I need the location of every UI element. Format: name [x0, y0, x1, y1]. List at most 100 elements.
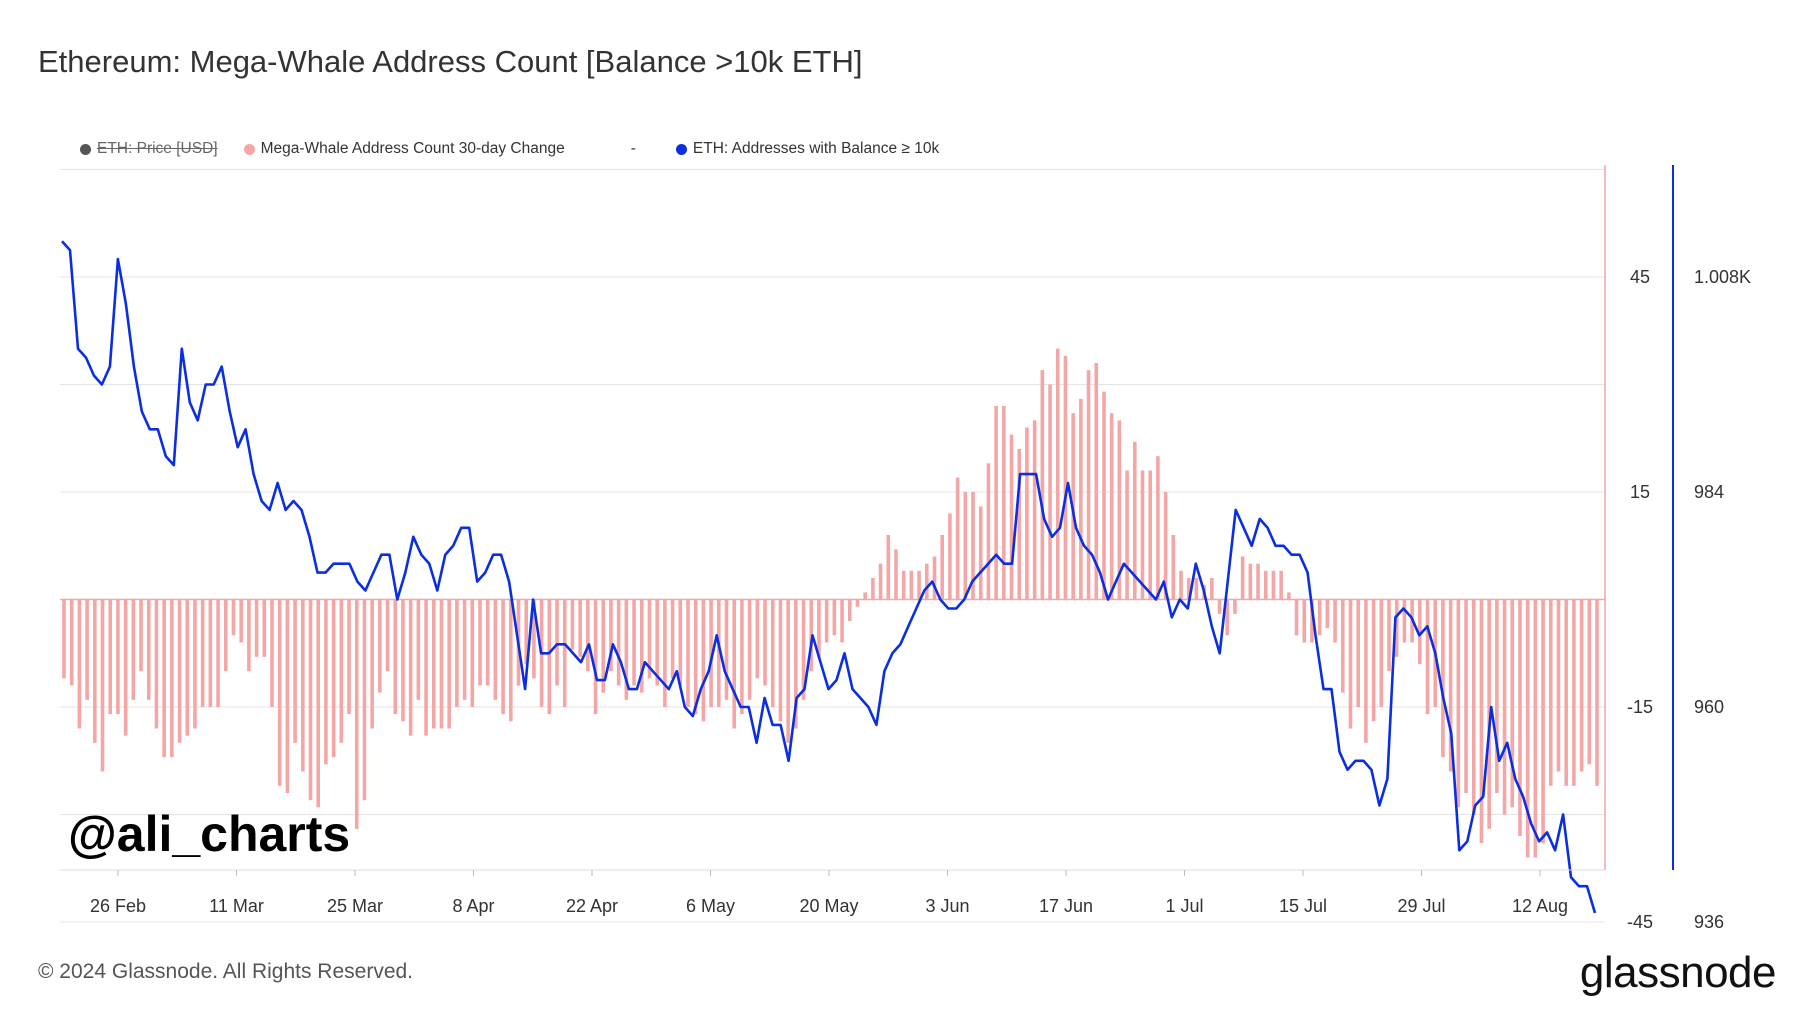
bar — [1079, 398, 1083, 600]
bar — [1009, 434, 1014, 600]
bar — [778, 599, 783, 722]
bar — [324, 599, 328, 765]
left-tick-label: -45 — [1627, 912, 1653, 932]
left-tick-label: 15 — [1630, 482, 1650, 502]
legend-item-30day-change[interactable]: Mega-Whale Address Count 30-day Change — [243, 140, 565, 158]
bar — [362, 599, 367, 801]
bar — [632, 599, 636, 686]
bar — [1317, 599, 1322, 636]
bar — [909, 570, 914, 600]
right-tick-label: 984 — [1694, 482, 1724, 502]
bar — [886, 535, 891, 600]
bar — [1441, 599, 1445, 758]
x-tick-label: 26 Feb — [90, 896, 146, 916]
bar — [817, 599, 821, 657]
bar — [1294, 599, 1299, 636]
bar — [716, 599, 721, 707]
bar — [578, 599, 582, 657]
legend-dot-eth-price — [80, 143, 91, 155]
x-tick-label: 1 Jul — [1165, 896, 1203, 916]
bar — [254, 599, 259, 657]
bar — [416, 599, 421, 700]
bar — [231, 599, 236, 636]
legend-item-eth-price[interactable]: ETH: Price [USD] — [80, 140, 218, 158]
bar — [1394, 599, 1399, 657]
bar — [1371, 599, 1376, 722]
bar — [740, 599, 744, 715]
left-tick-label: -15 — [1627, 697, 1653, 717]
bar — [794, 599, 798, 729]
bar — [77, 599, 82, 729]
bar — [262, 599, 267, 657]
bar — [1448, 599, 1453, 772]
bar — [131, 599, 136, 700]
x-tick-label: 25 Mar — [327, 896, 383, 916]
bar — [1233, 599, 1237, 614]
bar — [1356, 599, 1360, 707]
bar — [1348, 599, 1353, 729]
bar — [747, 599, 752, 700]
bar — [485, 599, 490, 686]
bar — [1171, 535, 1176, 600]
bar — [439, 599, 444, 729]
bar — [216, 599, 220, 707]
x-tick-labels: 26 Feb 11 Mar 25 Mar 8 Apr 22 Apr 6 May 20 May… — [90, 870, 1568, 916]
legend-item-addresses[interactable]: ETH: Addresses with Balance ≥ 10k — [675, 140, 939, 158]
bar — [123, 599, 128, 736]
bar — [1279, 570, 1283, 600]
bar — [308, 599, 313, 801]
bar — [62, 599, 66, 679]
bar — [994, 406, 998, 600]
bar — [331, 599, 336, 758]
bar — [408, 599, 413, 736]
bar — [1464, 599, 1468, 793]
copyright-text: © 2024 Glassnode. All Rights Reserved. — [38, 960, 414, 983]
x-tick-label: 15 Jul — [1279, 896, 1327, 916]
bar — [524, 599, 529, 664]
bar — [1240, 556, 1245, 600]
bar — [193, 599, 197, 729]
bar — [532, 599, 536, 679]
bar — [624, 599, 629, 700]
bar — [940, 535, 945, 600]
x-tick-label: 29 Jul — [1397, 896, 1445, 916]
bar — [609, 599, 613, 672]
bar — [1055, 348, 1060, 600]
bar — [393, 599, 398, 715]
bar — [1502, 599, 1507, 815]
bar — [447, 599, 451, 729]
bar — [1425, 599, 1430, 715]
bar — [863, 592, 867, 600]
bar — [871, 578, 875, 600]
bar — [547, 599, 552, 715]
bar — [1094, 363, 1099, 600]
bar — [370, 599, 374, 729]
bar — [616, 599, 621, 686]
bar — [1325, 599, 1330, 629]
bar — [1032, 420, 1037, 600]
bar — [663, 599, 667, 707]
x-tick-label: 11 Mar — [209, 896, 264, 916]
bar — [639, 599, 644, 693]
bar — [170, 599, 174, 758]
bar — [1548, 599, 1553, 786]
bar — [693, 599, 698, 715]
bar — [586, 599, 590, 672]
bar — [1040, 370, 1045, 600]
bar — [354, 599, 359, 829]
bar — [894, 549, 898, 600]
bar — [824, 599, 829, 643]
bar — [162, 599, 166, 758]
x-tick-label: 6 May — [686, 896, 735, 916]
bar — [1132, 441, 1137, 600]
bar — [339, 599, 344, 743]
bar — [1379, 599, 1384, 707]
bar — [69, 599, 74, 686]
bar — [470, 599, 475, 707]
bar — [270, 599, 274, 707]
bar — [593, 599, 598, 715]
bar — [1125, 470, 1129, 600]
bar — [93, 599, 97, 743]
bar — [1256, 563, 1260, 600]
